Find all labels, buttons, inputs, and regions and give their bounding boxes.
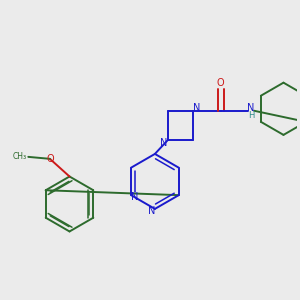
Text: N: N bbox=[194, 103, 201, 113]
Text: H: H bbox=[248, 111, 254, 120]
Text: N: N bbox=[248, 103, 255, 113]
Text: CH₃: CH₃ bbox=[12, 152, 26, 161]
Text: O: O bbox=[46, 154, 54, 164]
Text: N: N bbox=[148, 206, 156, 216]
Text: O: O bbox=[217, 78, 224, 88]
Text: N: N bbox=[160, 138, 167, 148]
Text: N: N bbox=[131, 192, 139, 202]
